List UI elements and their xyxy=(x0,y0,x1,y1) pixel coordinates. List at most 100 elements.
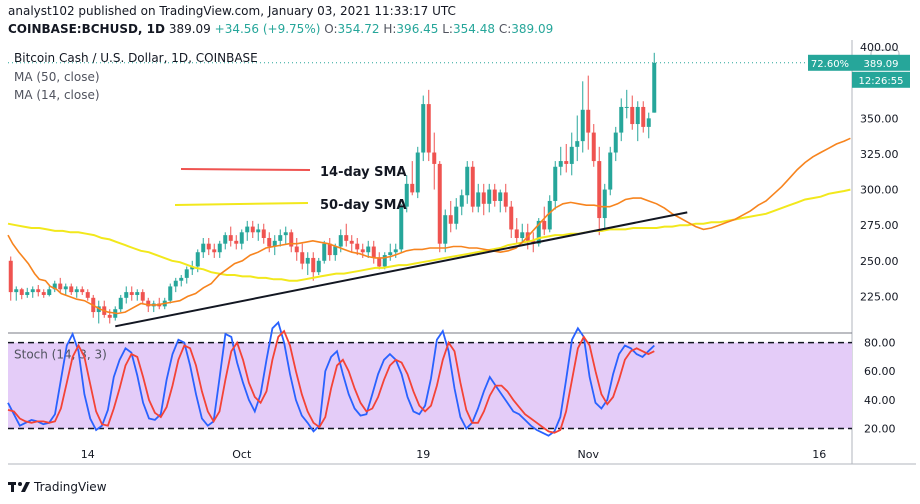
candle-body xyxy=(69,286,74,293)
tradingview-logo-icon xyxy=(8,482,30,492)
candle-body xyxy=(228,235,233,241)
candle-body xyxy=(129,292,134,295)
candle-body xyxy=(613,132,618,153)
price-chart[interactable]: Bitcoin Cash / U.S. Dollar, 1D, COINBASE… xyxy=(0,40,920,476)
candle-body xyxy=(393,249,398,253)
annotation-14-line xyxy=(180,168,311,171)
candle-body xyxy=(74,289,79,293)
stoch-tick-label: 20.00 xyxy=(864,423,896,436)
sma50-line xyxy=(7,188,851,282)
candle-body xyxy=(256,229,261,233)
candle-body xyxy=(410,183,415,193)
candle-body xyxy=(118,297,123,310)
price-label: 389.09 xyxy=(864,59,899,70)
candle-body xyxy=(646,118,651,127)
candle-body xyxy=(608,152,613,190)
candle-body xyxy=(476,192,481,207)
change-value: +34.56 (+9.75%) xyxy=(214,22,321,36)
candle-body xyxy=(437,163,442,244)
x-tick-label: Nov xyxy=(578,448,600,461)
candle-body xyxy=(388,252,393,256)
candle-body xyxy=(575,141,580,147)
candle-body xyxy=(569,146,574,164)
candle-body xyxy=(85,292,90,298)
stoch-tick-label: 80.00 xyxy=(864,337,896,350)
candle-body xyxy=(481,192,486,204)
x-tick-label: 14 xyxy=(81,448,95,461)
candle-body xyxy=(624,106,629,108)
legend-ma14: MA (14, close) xyxy=(14,88,100,102)
last-price: 389.09 xyxy=(168,22,211,36)
candle-body xyxy=(564,161,569,164)
candle-body xyxy=(14,289,19,293)
candle-body xyxy=(267,237,272,247)
candle-body xyxy=(124,292,129,298)
candle-body xyxy=(459,195,464,207)
tradingview-watermark: TradingView xyxy=(8,480,107,494)
x-tick-label: 19 xyxy=(416,448,430,461)
low-value: 354.48 xyxy=(452,22,495,36)
annotation-50-label: 50-day SMA xyxy=(320,198,407,213)
candle-body xyxy=(195,252,200,267)
candle-body xyxy=(80,289,85,293)
candle-body xyxy=(316,260,321,273)
candle-body xyxy=(25,292,30,295)
stoch-tick-label: 60.00 xyxy=(864,365,896,378)
countdown-badge xyxy=(852,71,910,88)
candle-body xyxy=(421,104,426,153)
price-tick-label: 350.00 xyxy=(860,112,899,125)
candle-body xyxy=(140,292,145,301)
candle-body xyxy=(366,246,371,253)
candle-body xyxy=(465,166,470,196)
candle-body xyxy=(547,200,552,230)
annotation-14-label: 14-day SMA xyxy=(320,165,407,180)
sma14-line xyxy=(7,137,851,315)
candle-body xyxy=(509,206,514,230)
candle-body xyxy=(602,189,607,219)
candle-body xyxy=(454,206,459,224)
candle-body xyxy=(619,106,624,133)
candle-body xyxy=(63,286,68,290)
candle-body xyxy=(382,255,387,267)
x-tick-label: 16 xyxy=(812,448,826,461)
trend-line xyxy=(115,211,688,328)
candle-body xyxy=(184,269,189,278)
candle-body xyxy=(283,232,288,236)
countdown-label: 12:26:55 xyxy=(859,76,904,87)
candle-body xyxy=(432,152,437,164)
candle-body xyxy=(580,109,585,142)
candle-body xyxy=(250,226,255,233)
candle-body xyxy=(261,229,266,238)
candle-body xyxy=(553,166,558,201)
candle-body xyxy=(212,249,217,253)
candle-body xyxy=(272,240,277,247)
candle-body xyxy=(234,240,239,244)
candle-body xyxy=(173,280,178,287)
candle-body xyxy=(245,226,250,233)
ohlc-bar: COINBASE:BCHUSD, 1D 389.09 +34.56 (+9.75… xyxy=(8,22,553,36)
price-tick-label: 225.00 xyxy=(860,290,899,303)
candle-body xyxy=(360,249,365,253)
candle-body xyxy=(514,229,519,238)
candle-body xyxy=(404,183,409,207)
annotation-50-line xyxy=(174,202,309,206)
candle-body xyxy=(652,62,657,113)
candle-body xyxy=(586,109,591,133)
candle-body xyxy=(448,215,453,224)
candle-body xyxy=(206,243,211,250)
symbol-label: COINBASE:BCHUSD, 1D xyxy=(8,22,165,36)
candle-body xyxy=(349,240,354,244)
candle-body xyxy=(503,192,508,207)
candle-body xyxy=(190,266,195,270)
candle-body xyxy=(135,292,140,295)
candle-body xyxy=(355,243,360,250)
candle-body xyxy=(492,189,497,201)
candles xyxy=(8,52,657,324)
high-label: H: xyxy=(383,22,397,36)
candle-body xyxy=(47,289,52,295)
candle-body xyxy=(498,192,503,201)
candle-body xyxy=(327,243,332,256)
candle-body xyxy=(635,106,640,125)
candle-body xyxy=(300,252,305,264)
candle-body xyxy=(322,243,327,261)
